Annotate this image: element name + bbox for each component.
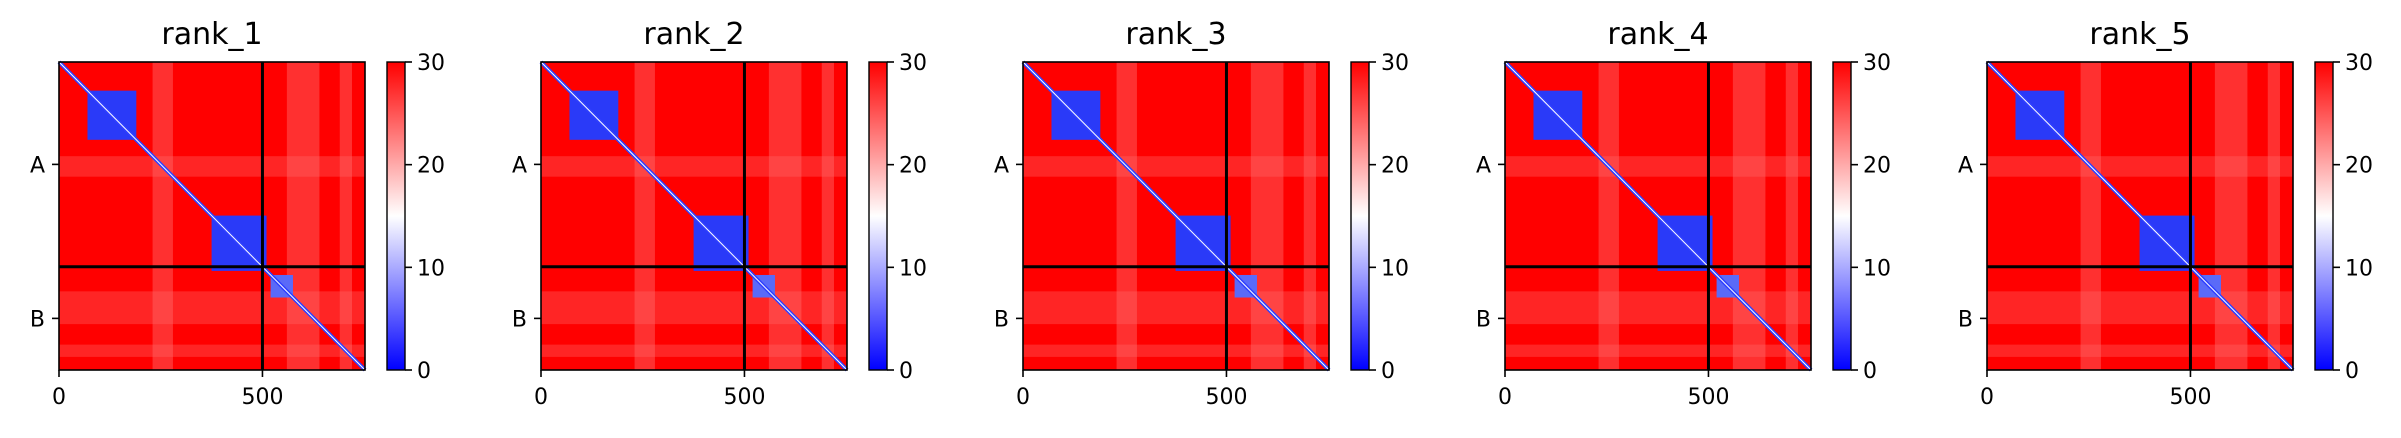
heatmap-light-band (1023, 156, 1329, 177)
x-tick-label: 0 (1498, 385, 1512, 410)
colorbar (1351, 62, 1369, 370)
heatmap-light-band (59, 291, 365, 325)
heatmap-light-band (1987, 156, 2293, 177)
heatmap-light-band (1987, 291, 2293, 325)
heatmap-diagonal-highlight (1504, 61, 1812, 371)
colorbar-tick-label: 20 (1381, 154, 1409, 179)
colorbar-tick-label: 10 (899, 256, 927, 281)
heatmap-light-band (1023, 344, 1329, 357)
heatmap-light-band (59, 344, 365, 357)
heatmap-light-band (1116, 62, 1137, 370)
x-tick-label: 0 (534, 385, 548, 410)
heatmap-light-band (821, 62, 834, 370)
panel-2: rank_2 0 500 A B 0 10 20 30 (512, 17, 927, 410)
y-tick-label: A (30, 153, 45, 178)
colorbar-tick-label: 20 (899, 154, 927, 179)
colorbar-tick-label: 10 (2345, 256, 2373, 281)
x-tick-label: 500 (1205, 385, 1247, 410)
colorbar-tick-label: 20 (417, 154, 445, 179)
heatmap-light-band (2267, 62, 2280, 370)
panel-3: rank_3 0 500 A B 0 10 20 30 (994, 17, 1409, 410)
heatmap-light-band (1987, 344, 2293, 357)
colorbar-tick-label: 30 (899, 51, 927, 76)
heatmap-light-band (634, 62, 655, 370)
colorbar-tick-label: 0 (899, 359, 913, 384)
heatmap-diagonal-highlight (1022, 61, 1330, 371)
heatmap-light-band (1303, 62, 1316, 370)
panel-title: rank_5 (2089, 17, 2190, 52)
x-tick-label: 500 (1687, 385, 1729, 410)
panel-title: rank_2 (643, 17, 744, 52)
colorbar-tick-label: 0 (417, 359, 431, 384)
panel-1: rank_1 0 500 A B 0 10 20 30 (30, 17, 445, 410)
colorbar-frame (1350, 61, 1370, 371)
colorbar-tick-label: 10 (1863, 256, 1891, 281)
y-tick-label: A (512, 153, 527, 178)
plot-frame (1504, 61, 1812, 371)
colorbar-frame (2314, 61, 2334, 371)
x-tick-label: 500 (2169, 385, 2211, 410)
y-tick-label: A (994, 153, 1009, 178)
heatmap-light-band (1505, 291, 1811, 325)
y-tick-label: A (1476, 153, 1491, 178)
heatmap-light-band (1505, 344, 1811, 357)
plot-frame (58, 61, 366, 371)
y-tick-label: B (1476, 307, 1491, 332)
colorbar (1833, 62, 1851, 370)
y-tick-label: B (512, 307, 527, 332)
heatmap-light-band (541, 344, 847, 357)
heatmap-light-band (1598, 62, 1619, 370)
colorbar-tick-label: 20 (2345, 154, 2373, 179)
heatmap-light-band (1785, 62, 1798, 370)
colorbar (869, 62, 887, 370)
y-tick-label: B (30, 307, 45, 332)
y-tick-label: B (994, 307, 1009, 332)
heatmap-diagonal-highlight (540, 61, 848, 371)
heatmap-light-band (1023, 291, 1329, 325)
heatmap-light-band (541, 156, 847, 177)
colorbar-frame (386, 61, 406, 371)
plot-frame (540, 61, 848, 371)
y-tick-label: B (1958, 307, 1973, 332)
x-tick-label: 500 (723, 385, 765, 410)
panel-title: rank_3 (1125, 17, 1226, 52)
panel-5: rank_5 0 500 A B 0 10 20 30 (1958, 17, 2373, 410)
heatmap-light-band (541, 291, 847, 325)
colorbar-tick-label: 10 (1381, 256, 1409, 281)
heatmap-diagonal-highlight (1986, 61, 2294, 371)
heatmap-light-band (1505, 156, 1811, 177)
x-tick-label: 0 (1980, 385, 1994, 410)
colorbar-tick-label: 30 (417, 51, 445, 76)
colorbar (387, 62, 405, 370)
heatmap-light-band (152, 62, 173, 370)
plot-frame (1986, 61, 2294, 371)
heatmap-light-band (2080, 62, 2101, 370)
x-tick-label: 0 (1016, 385, 1030, 410)
panel-title: rank_1 (161, 17, 262, 52)
colorbar-tick-label: 0 (2345, 359, 2359, 384)
heatmap-light-band (59, 156, 365, 177)
colorbar-tick-label: 0 (1863, 359, 1877, 384)
colorbar-tick-label: 10 (417, 256, 445, 281)
x-tick-label: 0 (52, 385, 66, 410)
colorbar (2315, 62, 2333, 370)
panel-title: rank_4 (1607, 17, 1708, 52)
colorbar-frame (1832, 61, 1852, 371)
colorbar-tick-label: 20 (1863, 154, 1891, 179)
panel-4: rank_4 0 500 A B 0 10 20 30 (1476, 17, 1891, 410)
x-tick-label: 500 (241, 385, 283, 410)
colorbar-frame (868, 61, 888, 371)
plot-frame (1022, 61, 1330, 371)
heatmap-diagonal-highlight (58, 61, 366, 371)
heatmap-light-band (339, 62, 352, 370)
colorbar-tick-label: 30 (2345, 51, 2373, 76)
y-tick-label: A (1958, 153, 1973, 178)
colorbar-tick-label: 0 (1381, 359, 1395, 384)
colorbar-tick-label: 30 (1381, 51, 1409, 76)
colorbar-tick-label: 30 (1863, 51, 1891, 76)
